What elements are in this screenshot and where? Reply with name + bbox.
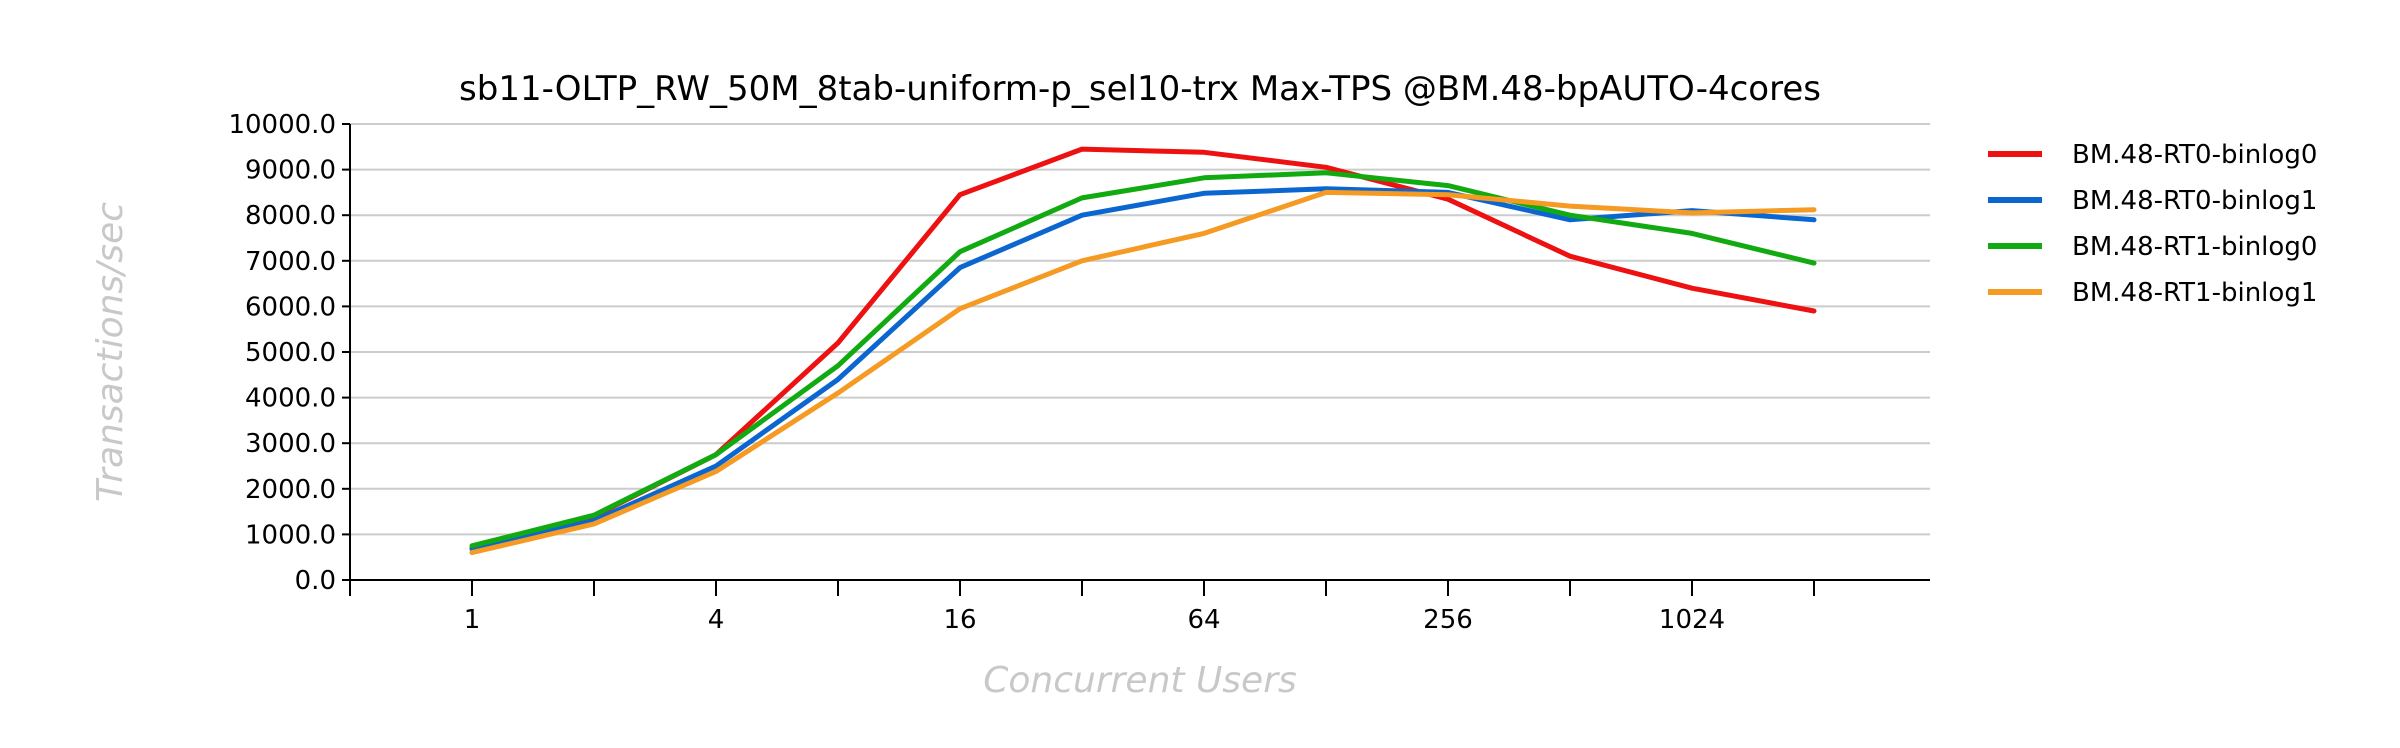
y-tick-label: 9000.0 (245, 156, 336, 186)
chart-title: sb11-OLTP_RW_50M_8tab-uniform-p_sel10-tr… (459, 69, 1821, 109)
y-tick-label: 2000.0 (245, 475, 336, 505)
x-tick-label: 16 (943, 605, 976, 635)
y-tick-label: 5000.0 (245, 338, 336, 368)
legend: BM.48-RT0-binlog0 BM.48-RT0-binlog1 BM.48-… (1988, 140, 2317, 308)
x-axis-ticks: 1 4 16 64 256 1024 (349, 580, 1815, 635)
series-lines (469, 146, 1817, 556)
y-tick-label: 6000.0 (245, 292, 336, 322)
y-tick-label: 3000.0 (245, 429, 336, 459)
x-tick-label: 64 (1187, 605, 1220, 635)
y-tick-label: 7000.0 (245, 247, 336, 277)
x-tick-label: 1024 (1659, 605, 1725, 635)
x-tick-label: 256 (1423, 605, 1473, 635)
x-tick-label: 4 (708, 605, 725, 635)
grid-lines (350, 123, 1930, 536)
x-tick-label: 1 (464, 605, 481, 635)
series-line-BM.48-RT1-binlog0 (469, 170, 1817, 549)
y-axis-ticks: 0.0 1000.0 2000.0 3000.0 4000.0 5000.0 6000.0 7… (228, 110, 350, 596)
y-axis-title: Transactions/sec (90, 202, 131, 502)
series-line-BM.48-RT0-binlog1 (469, 186, 1817, 552)
x-axis-title: Concurrent Users (983, 660, 1297, 701)
legend-label: BM.48-RT1-binlog0 (2072, 232, 2317, 262)
legend-label: BM.48-RT1-binlog1 (2072, 278, 2317, 308)
y-tick-label: 1000.0 (245, 520, 336, 550)
legend-label: BM.48-RT0-binlog0 (2072, 140, 2317, 170)
legend-label: BM.48-RT0-binlog1 (2072, 186, 2317, 216)
y-tick-label: 0.0 (295, 566, 336, 596)
y-tick-label: 10000.0 (228, 110, 336, 140)
y-tick-label: 8000.0 (245, 201, 336, 231)
y-tick-label: 4000.0 (245, 384, 336, 414)
series-line-BM.48-RT1-binlog1 (469, 189, 1817, 556)
